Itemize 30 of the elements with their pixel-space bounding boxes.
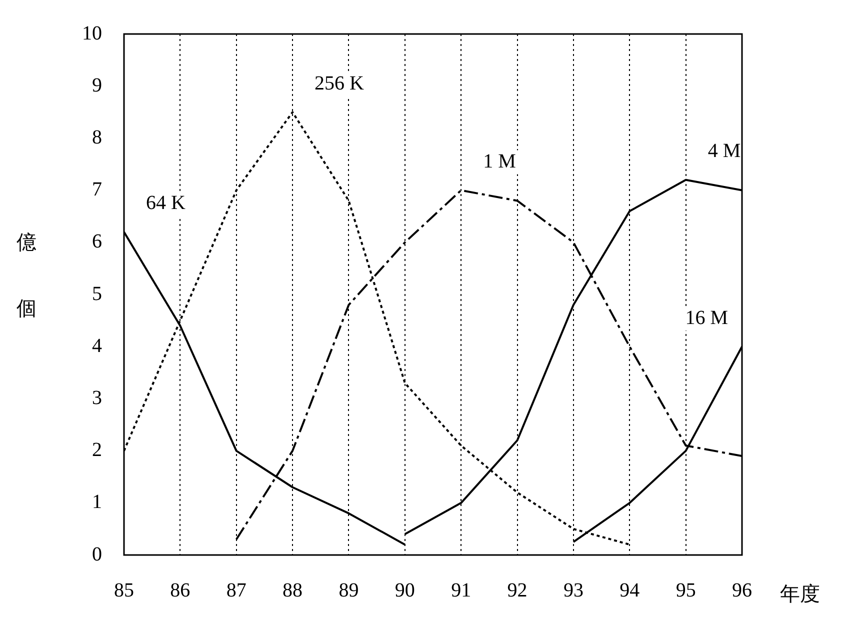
series-label: 256 K [314, 72, 365, 94]
x-tick-label: 91 [451, 579, 472, 602]
x-tick-label: 93 [563, 579, 584, 602]
series-label: 4 M [708, 140, 741, 162]
x-tick-label: 92 [507, 579, 528, 602]
y-tick-label: 7 [92, 178, 102, 201]
y-tick-label: 1 [92, 491, 102, 514]
x-tick-label: 94 [620, 579, 640, 602]
series-label: 1 M [483, 150, 516, 173]
y-tick-label: 2 [92, 439, 102, 462]
y-tick-label: 10 [82, 22, 102, 44]
x-tick-label: 86 [170, 579, 190, 602]
x-axis-title: 年度 [780, 583, 820, 606]
y-tick-label: 6 [92, 230, 102, 253]
x-tick-label: 88 [282, 579, 303, 602]
y-tick-label: 0 [92, 543, 102, 566]
y-tick-label: 5 [92, 282, 102, 305]
x-tick-label: 87 [226, 579, 246, 602]
y-tick-label: 3 [92, 386, 102, 409]
y-tick-label: 9 [92, 74, 102, 96]
x-tick-label: 89 [338, 579, 359, 602]
y-axis-title: 億個 [15, 214, 37, 350]
x-tick-label: 90 [394, 579, 415, 602]
series-label: 64 K [146, 192, 186, 214]
y-tick-label: 8 [92, 126, 102, 148]
series-label: 16 M [685, 306, 728, 329]
x-tick-label: 96 [732, 579, 752, 602]
y-tick-label: 4 [92, 334, 102, 357]
x-tick-label: 95 [676, 579, 696, 602]
x-tick-label: 85 [114, 579, 134, 602]
